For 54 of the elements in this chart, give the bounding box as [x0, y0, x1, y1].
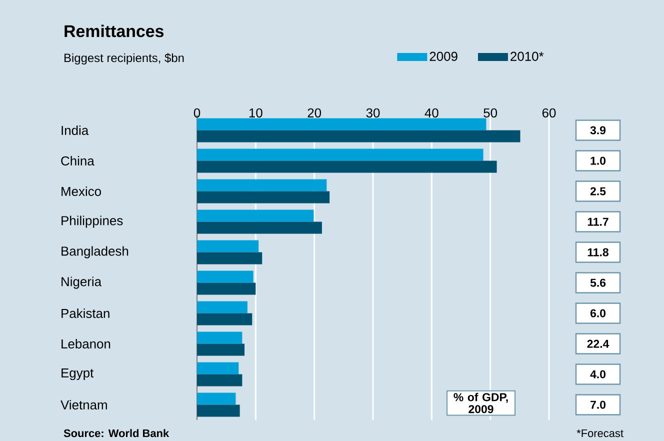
legend-label: 2010*	[510, 52, 544, 61]
x-tick-label: 20	[308, 108, 322, 118]
x-tick-label: 40	[424, 108, 438, 118]
chart-subtitle: Biggest recipients, $bn	[64, 53, 184, 64]
text: *Forecast	[576, 429, 624, 438]
bar	[197, 404, 240, 417]
legend-label: 2009	[430, 52, 458, 61]
bar	[197, 362, 239, 374]
x-tick-label: 0	[194, 108, 200, 118]
y-tick-label: Nigeria	[62, 276, 102, 289]
bar	[197, 118, 486, 130]
text: 3.9	[590, 126, 606, 134]
bar	[197, 210, 314, 222]
bar	[197, 301, 248, 314]
y-tick-label: Lebanon	[62, 338, 110, 349]
bar	[197, 252, 262, 264]
y-tick-label: Bangladesh	[62, 246, 128, 258]
source-note: Source: World Bank	[64, 429, 170, 438]
x-tick-label: 30	[366, 108, 380, 118]
bar	[197, 270, 254, 283]
x-tick-label: 10	[249, 108, 262, 118]
text: 11.7	[588, 218, 608, 226]
text: 6.0	[590, 309, 606, 318]
y-tick-label: Pakistan	[62, 308, 110, 318]
text: 11.8	[588, 248, 608, 256]
bar	[197, 282, 256, 295]
bar	[197, 332, 242, 344]
y-tick-label: China	[61, 156, 94, 166]
chart-title: Remittances	[64, 24, 164, 38]
text: 1.0	[590, 156, 606, 165]
bar	[197, 313, 252, 326]
bar	[197, 222, 322, 234]
bar	[197, 344, 245, 356]
text: 4.0	[590, 370, 606, 378]
y-tick-label: India	[62, 125, 89, 136]
bar	[197, 148, 484, 161]
text: 22.4	[587, 340, 610, 348]
y-tick-label: Philippines	[62, 216, 123, 228]
bar	[197, 374, 242, 386]
annotation: % of GDP, 2009	[454, 392, 508, 414]
text: 5.6	[590, 278, 606, 287]
bar	[197, 130, 520, 142]
bar	[197, 392, 236, 405]
text: 2.5	[590, 187, 606, 196]
x-tick-label: 50	[484, 108, 498, 118]
bar	[197, 240, 259, 252]
bar	[197, 179, 327, 192]
y-tick-label: Vietnam	[60, 400, 107, 410]
x-tick-label: 60	[542, 108, 556, 118]
text: 7.0	[590, 400, 606, 409]
bar	[197, 191, 330, 204]
bar	[197, 160, 497, 173]
y-tick-label: Mexico	[62, 186, 101, 196]
y-tick-label: Egypt	[62, 368, 94, 380]
